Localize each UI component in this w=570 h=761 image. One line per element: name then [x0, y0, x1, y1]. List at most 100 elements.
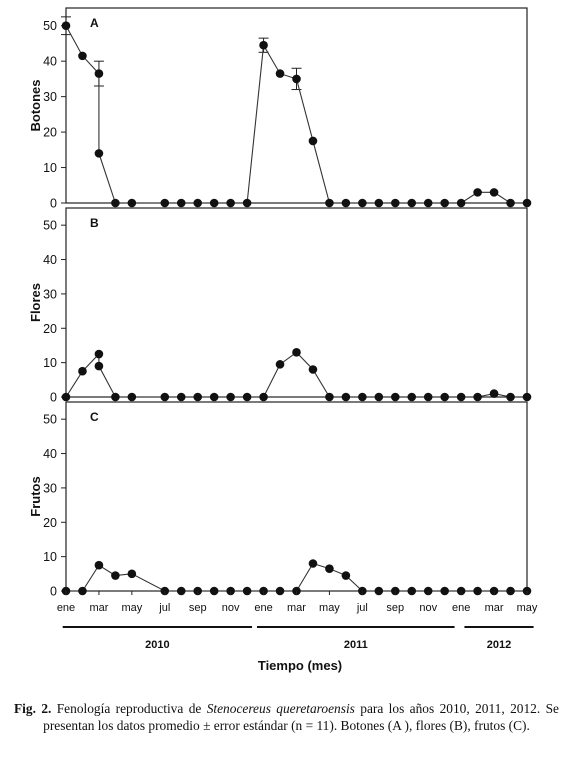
data-point: [473, 188, 482, 197]
y-tick-label: 20: [43, 322, 57, 336]
y-tick-label: 40: [43, 55, 57, 69]
data-point: [407, 586, 417, 596]
panel-frame: [65, 207, 528, 398]
series-line: [65, 25, 527, 204]
y-tick-label: 40: [43, 253, 57, 267]
data-point: [308, 559, 318, 568]
data-point: [374, 198, 384, 208]
data-point: [242, 586, 252, 596]
x-tick-label: nov: [222, 602, 240, 614]
x-tick-label: may: [319, 602, 340, 614]
y-tick-label: 50: [43, 219, 57, 233]
y-tick-label: 0: [50, 197, 57, 211]
data-point: [292, 74, 301, 84]
data-point: [94, 69, 104, 78]
panel-letter: A: [90, 16, 99, 30]
y-tick-label: 20: [43, 126, 57, 140]
data-point: [456, 198, 466, 208]
y-axis-label: Flores: [28, 283, 43, 322]
data-point: [111, 571, 120, 580]
data-point: [506, 198, 515, 208]
data-point: [456, 392, 466, 402]
data-point: [440, 392, 449, 402]
y-tick-label: 10: [43, 550, 57, 564]
data-point: [176, 392, 186, 402]
data-point: [111, 198, 120, 208]
x-tick-label: ene: [452, 602, 470, 614]
data-point: [325, 564, 334, 573]
data-point: [374, 586, 384, 596]
data-point: [341, 571, 351, 580]
y-tick-label: 50: [43, 413, 57, 427]
data-point: [94, 149, 104, 158]
year-label: 2012: [487, 639, 511, 651]
x-tick-label: mar: [287, 602, 306, 614]
data-point: [358, 392, 367, 402]
panel-frame: [65, 7, 528, 204]
data-point: [423, 198, 433, 208]
phenology-figure: 0 10 20 30 40 50 A Botones 0 10 20 30 40 50 B Flores 0 10…: [28, 7, 538, 673]
y-tick-label: 10: [43, 161, 57, 175]
data-point: [61, 21, 71, 31]
data-point: [176, 586, 186, 596]
y-tick-label: 30: [43, 90, 57, 104]
data-point: [506, 392, 515, 402]
series-line: [65, 351, 527, 398]
data-point: [111, 392, 120, 402]
y-tick-label: 40: [43, 447, 57, 461]
y-tick-label: 30: [43, 287, 57, 301]
data-point: [325, 392, 334, 402]
data-point: [127, 392, 137, 402]
data-point: [522, 392, 532, 402]
data-point: [275, 586, 285, 596]
data-point: [489, 188, 499, 197]
year-label: 2010: [145, 639, 169, 651]
data-point: [176, 198, 186, 208]
x-tick-label: sep: [189, 602, 207, 614]
data-point: [325, 198, 334, 208]
data-point: [209, 392, 219, 402]
panel-frame: [65, 401, 528, 592]
data-point: [193, 392, 203, 402]
data-point: [242, 198, 252, 208]
data-point: [440, 586, 449, 596]
panel-letter: B: [90, 216, 99, 230]
data-point: [94, 361, 104, 371]
data-point: [193, 198, 203, 208]
data-point: [78, 51, 87, 61]
caption-text-1: Fenología reproductiva de: [51, 701, 207, 716]
data-point: [259, 392, 268, 402]
data-point: [94, 560, 104, 570]
x-tick-label: sep: [386, 602, 404, 614]
data-point: [390, 392, 400, 402]
x-tick-label: mar: [89, 602, 108, 614]
caption-label: Fig. 2.: [14, 701, 52, 716]
panel-letter: C: [90, 410, 99, 424]
data-point: [341, 392, 351, 402]
data-point: [209, 198, 219, 208]
data-point: [374, 392, 384, 402]
data-point: [341, 198, 351, 208]
caption-text-2: para los años 2010, 2011, 2012. Se prese…: [43, 701, 559, 733]
y-tick-label: 30: [43, 481, 57, 495]
x-tick-label: ene: [57, 602, 75, 614]
data-point: [407, 198, 417, 208]
data-point: [259, 40, 268, 50]
data-point: [473, 392, 482, 402]
y-tick-label: 10: [43, 356, 57, 370]
y-tick-label: 0: [50, 585, 57, 599]
data-point: [78, 586, 87, 596]
data-point: [275, 360, 285, 369]
data-point: [78, 366, 87, 376]
data-point: [473, 586, 482, 596]
data-point: [275, 69, 285, 78]
data-point: [226, 198, 235, 208]
year-label: 2011: [344, 639, 368, 651]
data-point: [308, 365, 318, 374]
data-point: [209, 586, 219, 596]
data-point: [440, 198, 449, 208]
data-point: [423, 392, 433, 402]
data-point: [160, 392, 170, 402]
data-point: [506, 586, 515, 596]
data-point: [407, 392, 417, 402]
